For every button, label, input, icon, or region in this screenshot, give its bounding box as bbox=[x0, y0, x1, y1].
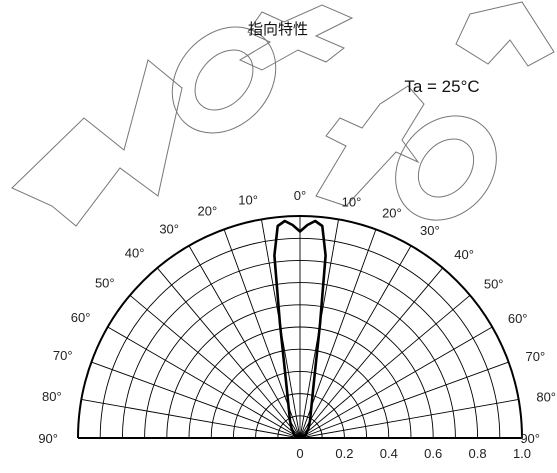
angle-label-right: 80° bbox=[536, 389, 556, 404]
watermark-letter-r bbox=[455, 1, 555, 67]
angle-label-left: 30° bbox=[159, 221, 179, 236]
grid-spoke bbox=[107, 326, 301, 439]
angle-label-left: 70° bbox=[53, 348, 73, 363]
radial-tick-label: 0.6 bbox=[424, 446, 442, 461]
series-line bbox=[273, 219, 327, 440]
radial-tick-label: 0.4 bbox=[380, 446, 398, 461]
angle-label-right: 10° bbox=[342, 195, 362, 210]
watermark-letter-f bbox=[315, 85, 425, 207]
radial-tick-label: 0.2 bbox=[335, 446, 353, 461]
angle-label-left: 80° bbox=[42, 389, 62, 404]
angle-label-right: 60° bbox=[508, 311, 528, 326]
grid-spoke bbox=[91, 361, 301, 439]
angle-label-right: 50° bbox=[484, 277, 504, 292]
angle-label-left: 90° bbox=[38, 431, 58, 446]
angle-label-left: 60° bbox=[71, 310, 91, 325]
angle-label-left: 40° bbox=[125, 246, 145, 261]
angle-label-left: 20° bbox=[198, 204, 218, 219]
watermark-letter-o-inner bbox=[194, 49, 254, 111]
grid-spoke bbox=[299, 267, 444, 439]
angle-label-left: 50° bbox=[95, 275, 115, 290]
grid-spoke bbox=[188, 245, 301, 439]
grid-spoke bbox=[299, 361, 509, 439]
watermark-letter-o2-inner bbox=[417, 138, 475, 198]
angle-label-right: 30° bbox=[420, 223, 440, 238]
grid-spoke bbox=[129, 294, 301, 439]
radial-tick-label: 1.0 bbox=[513, 446, 531, 461]
grid-spoke bbox=[81, 399, 301, 439]
angle-label-right: 70° bbox=[526, 349, 546, 364]
angle-label-center: 0° bbox=[294, 188, 306, 203]
temperature-condition: Ta = 25°C bbox=[404, 77, 479, 96]
watermark bbox=[11, 1, 555, 227]
grid-spoke bbox=[299, 326, 493, 439]
angle-label-right: 40° bbox=[454, 247, 474, 262]
chart-title: 指向特性 bbox=[248, 20, 308, 38]
watermark-letter-o2 bbox=[395, 115, 497, 221]
angle-label-right: 20° bbox=[382, 205, 402, 220]
radial-tick-label: 0 bbox=[296, 446, 303, 461]
watermark-letter-n bbox=[11, 59, 183, 227]
angle-label-right: 90° bbox=[520, 431, 540, 446]
grid-spoke bbox=[299, 399, 519, 439]
axis-labels: 0 0.2 0.4 0.6 0.8 1.0 0° 10° 20° 30° 40° 50° 60° 70° 8… bbox=[38, 188, 556, 461]
radial-tick-label: 0.8 bbox=[469, 446, 487, 461]
grid-spoke bbox=[299, 294, 471, 439]
watermark-letter-t bbox=[238, 4, 354, 71]
grid-spoke bbox=[299, 245, 412, 439]
radiation-pattern bbox=[273, 219, 327, 440]
watermark-letter-o bbox=[171, 26, 277, 134]
angle-label-left: 10° bbox=[238, 193, 258, 208]
outer-arc bbox=[77, 215, 523, 439]
grid-spoke bbox=[156, 267, 301, 439]
